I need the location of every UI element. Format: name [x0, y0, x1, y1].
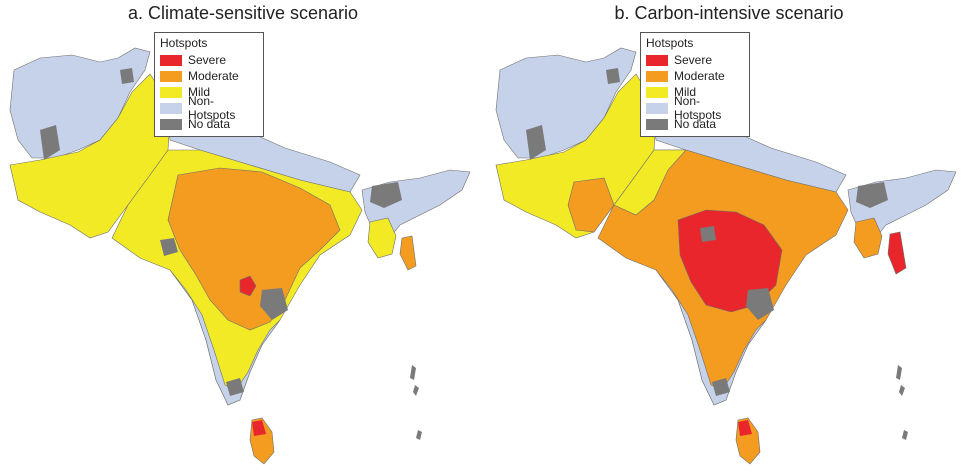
region-south-coast [169, 269, 281, 406]
panel-title: b. Carbon-intensive scenario [614, 3, 844, 23]
region-severe-east [887, 231, 907, 275]
region-severe-central [239, 275, 257, 297]
legend-item-non-hotspots: Non-Hotspots [160, 94, 258, 122]
region-no-data-4 [526, 125, 546, 160]
legend-item-moderate: Moderate [160, 68, 258, 84]
region-sri-lanka-severe [738, 420, 752, 436]
region-islands [896, 365, 908, 440]
region-bangladesh [853, 217, 883, 259]
legend-label: Non-Hotspots [674, 94, 722, 122]
legend-label: No data [674, 117, 717, 131]
legend-title: Hotspots [160, 36, 208, 50]
region-no-data-1 [260, 288, 288, 320]
legend-item-severe: Severe [160, 52, 258, 68]
legend-label: Severe [188, 53, 227, 67]
south-asia-map [9, 47, 471, 465]
region-islands [410, 365, 422, 440]
legend-item-mild: Mild [160, 84, 258, 100]
legend-swatch-mild [160, 86, 182, 98]
legend-item-no-data: No data [646, 116, 744, 132]
panel-title: a. Climate-sensitive scenario [127, 3, 359, 23]
legend-label: Mild [188, 85, 211, 99]
region-moderate-east [399, 235, 417, 271]
region-no-data-northeast [856, 182, 888, 208]
legend-label: Mild [674, 85, 697, 99]
map-panel-climate-sensitive: a. Climate-sensitive scenario Ho [9, 3, 471, 465]
legend-label: Severe [674, 53, 713, 67]
region-no-data-5 [606, 68, 620, 84]
region-no-data-1 [746, 288, 774, 320]
legend: Hotspots Severe Moderate Mild Non-Hotspo… [640, 32, 750, 137]
legend-swatch-no-data [160, 118, 182, 130]
legend-label: Moderate [674, 69, 725, 83]
legend-swatch-moderate [646, 70, 668, 82]
region-no-data-2 [700, 226, 716, 242]
legend-label: No data [188, 117, 231, 131]
region-pakistan-moderate [567, 177, 615, 233]
legend-item-moderate: Moderate [646, 68, 744, 84]
region-no-data-3 [712, 378, 730, 396]
south-asia-map [495, 47, 957, 465]
region-bangladesh [367, 217, 397, 259]
region-no-data-northeast [370, 182, 402, 208]
region-south-coast [655, 269, 767, 406]
legend-item-non-hotspots: Non-Hotspots [646, 94, 744, 122]
legend-label: Non-Hotspots [188, 94, 236, 122]
legend-title: Hotspots [646, 36, 694, 50]
legend-swatch-severe [160, 54, 182, 66]
legend-swatch-non-hotspots [646, 102, 668, 114]
legend-swatch-mild [646, 86, 668, 98]
region-no-data-5 [120, 68, 134, 84]
region-no-data-3 [226, 378, 244, 396]
legend-item-severe: Severe [646, 52, 744, 68]
legend-label: Moderate [188, 69, 239, 83]
legend-swatch-no-data [646, 118, 668, 130]
legend-item-no-data: No data [160, 116, 258, 132]
region-sri-lanka-severe [252, 420, 266, 436]
region-no-data-4 [40, 125, 60, 160]
legend-swatch-moderate [160, 70, 182, 82]
legend-item-mild: Mild [646, 84, 744, 100]
region-west-mild [613, 149, 687, 216]
legend-swatch-non-hotspots [160, 102, 182, 114]
legend-swatch-severe [646, 54, 668, 66]
region-no-data-2 [160, 238, 178, 256]
legend: Hotspots Severe Moderate Mild Non-Hotspo… [154, 32, 264, 137]
map-panel-carbon-intensive: b. Carbon-intensive scenario [486, 0, 972, 472]
